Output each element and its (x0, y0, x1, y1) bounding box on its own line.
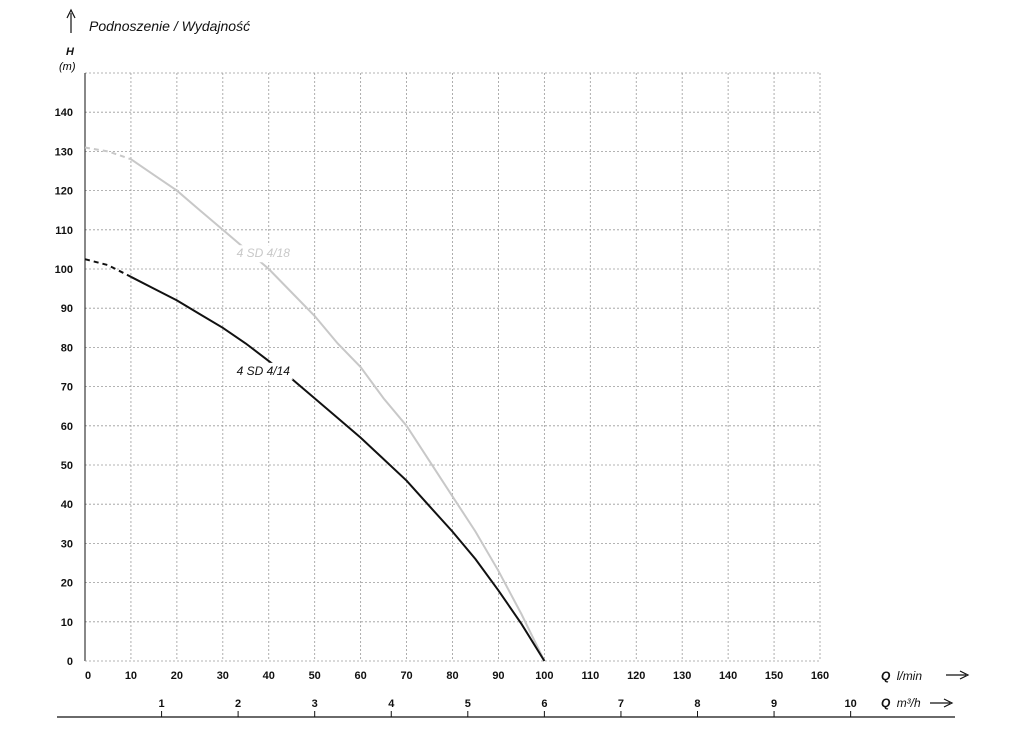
y-tick-label: 140 (55, 107, 73, 119)
x-axis-label: Q l/min (881, 669, 922, 683)
chart-title-group: Podnoszenie / Wydajność H (m) (59, 8, 250, 73)
x2-tick-label: 7 (618, 698, 624, 710)
x-tick-label: 60 (355, 670, 367, 682)
x-axis-label-unit: l/min (897, 669, 923, 683)
x-tick-label: 80 (446, 670, 458, 682)
series-lines: 4 SD 4/18 4 SD 4/14 (84, 146, 546, 662)
x-tick-label: 130 (673, 670, 691, 682)
y-tick-label: 50 (61, 460, 73, 472)
x2-tick-label: 3 (312, 698, 318, 710)
x2-tick-label: 1 (159, 698, 165, 710)
x2-tick-label: 9 (771, 698, 777, 710)
y-tick-label: 80 (61, 342, 73, 354)
x2-axis-label-group: Q m³/h (881, 696, 954, 710)
x-axis-label-group: Q l/min (881, 669, 970, 683)
x-tick-label: 50 (309, 670, 321, 682)
x2-tick-labels: 1 2 3 4 5 6 7 8 9 10 (159, 698, 857, 717)
x-tick-label: 20 (171, 670, 183, 682)
up-arrow-icon (66, 8, 76, 19)
y-tick-label: 60 (61, 421, 73, 433)
x2-axis-label-unit: m³/h (897, 696, 921, 710)
series-label: 4 SD 4/14 (237, 364, 291, 378)
x-tick-labels: 0 10 20 30 40 50 60 70 80 90 100 110 120 130 140 150 160 (85, 670, 829, 682)
series-label-backing (234, 362, 293, 380)
x2-axis-label: Q m³/h (881, 696, 921, 710)
series-line (130, 275, 546, 662)
y-tick-labels: 0 10 20 30 40 50 60 70 80 90 100 110 120 130 140 (55, 107, 73, 668)
series-line-extrapolated (84, 146, 132, 161)
series-line-extrapolated (84, 258, 132, 278)
x-axis-label-prefix: Q (881, 669, 891, 683)
y-tick-label: 130 (55, 146, 73, 158)
x-tick-label: 150 (765, 670, 783, 682)
x-tick-label: 110 (581, 670, 599, 682)
x-arrow-icon (959, 670, 970, 680)
x2-tick-label: 6 (541, 698, 547, 710)
x-tick-label: 160 (811, 670, 829, 682)
x-tick-label: 120 (627, 670, 645, 682)
x-tick-label: 90 (492, 670, 504, 682)
y-tick-label: 100 (55, 264, 73, 276)
y-tick-label: 90 (61, 303, 73, 315)
y-axis-unit: (m) (59, 61, 76, 73)
y-tick-label: 0 (67, 656, 73, 668)
x-tick-label: 100 (535, 670, 553, 682)
x2-tick-label: 4 (388, 698, 395, 710)
y-tick-label: 70 (61, 382, 73, 394)
series-label-backing (234, 245, 293, 263)
x-tick-label: 30 (217, 670, 229, 682)
series-label: 4 SD 4/18 (237, 246, 291, 260)
y-tick-label: 20 (61, 578, 73, 590)
axes (84, 73, 820, 662)
grid (85, 72, 821, 661)
x2-tick-label: 2 (235, 698, 241, 710)
x-tick-label: 40 (263, 670, 275, 682)
x2-axis-label-prefix: Q (881, 696, 891, 710)
x-tick-label: 70 (400, 670, 412, 682)
x2-arrow-icon (943, 698, 954, 708)
y-axis-label: H (66, 46, 75, 58)
chart-title: Podnoszenie / Wydajność (89, 18, 250, 34)
series-line (130, 158, 546, 662)
y-tick-label: 120 (55, 186, 73, 198)
x-tick-label: 10 (125, 670, 137, 682)
x2-tick-label: 8 (694, 698, 700, 710)
x-tick-label: 140 (719, 670, 737, 682)
y-tick-label: 30 (61, 538, 73, 550)
x-tick-label: 0 (85, 670, 91, 682)
y-tick-label: 10 (61, 617, 73, 629)
x2-tick-label: 10 (845, 698, 857, 710)
y-tick-label: 40 (61, 499, 73, 511)
x2-tick-label: 5 (465, 698, 471, 710)
y-tick-label: 110 (55, 225, 73, 237)
